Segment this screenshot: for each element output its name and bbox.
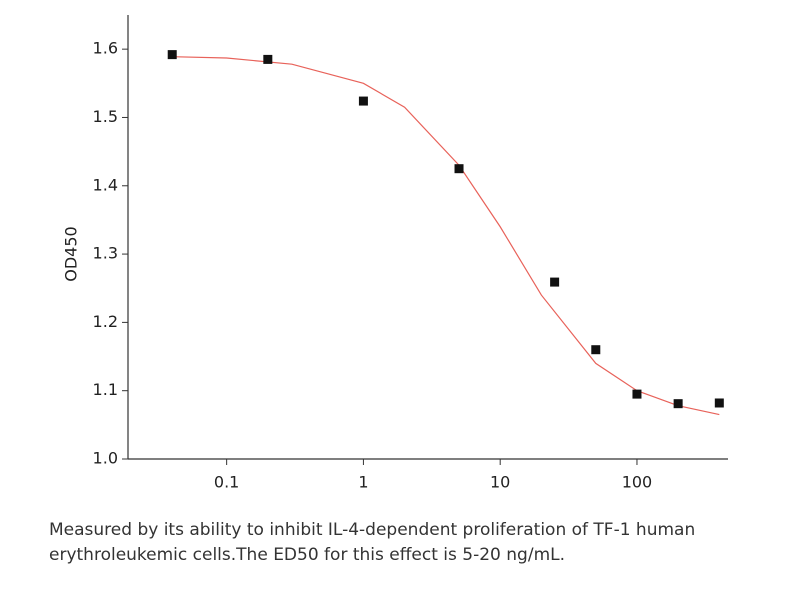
data-point <box>263 54 273 64</box>
y-tick-label: 1.5 <box>93 107 118 126</box>
x-tick-label: 100 <box>622 473 653 492</box>
data-point <box>454 164 464 174</box>
data-point <box>167 50 177 60</box>
y-tick-label: 1.6 <box>93 39 118 58</box>
data-point <box>714 398 724 408</box>
data-point <box>550 277 560 287</box>
caption: Measured by its ability to inhibit IL-4-… <box>49 520 695 540</box>
x-tick-label: 1 <box>358 473 368 492</box>
caption: erythroleukemic cells.The ED50 for this … <box>49 545 565 565</box>
y-tick-label: 1.0 <box>93 449 118 468</box>
data-point <box>632 389 642 399</box>
y-tick-label: 1.1 <box>93 380 118 399</box>
data-point <box>673 399 683 409</box>
data-point <box>358 96 368 106</box>
x-tick-label: 0.1 <box>214 473 239 492</box>
y-tick-label: 1.3 <box>93 244 118 263</box>
data-point <box>591 345 601 355</box>
y-tick-label: 1.2 <box>93 312 118 331</box>
y-tick-label: 1.4 <box>93 175 118 194</box>
x-tick-label: 10 <box>490 473 510 492</box>
y-axis-label: OD450 <box>62 226 81 281</box>
fit-curve <box>172 56 720 416</box>
